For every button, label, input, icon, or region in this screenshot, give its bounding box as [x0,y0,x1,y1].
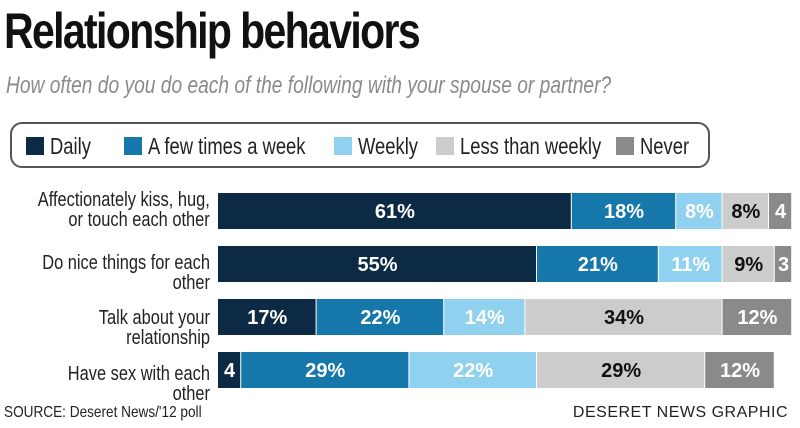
bar-value-label-never-row-1: 4 [775,201,787,223]
bar-segment-less-than-weekly-row-1 [722,193,768,229]
legend-swatch-weekly [334,137,352,155]
bar-value-label-less-than-weekly-row-1: 8% [731,201,760,223]
legend-swatch-less-than-weekly [436,137,454,155]
bar-value-label-daily-row-4: 4 [224,360,236,382]
bar-value-label-few-times-week-row-4: 29% [305,360,345,382]
bar-segment-weekly-row-2 [658,246,722,282]
bar-value-label-daily-row-1: 61% [375,201,415,223]
bar-segment-few-times-week-row-2 [537,246,658,282]
source-note: SOURCE: Deseret News/'12 poll [4,404,202,421]
category-label-sex: Have sex with each other [67,363,210,405]
legend-label-daily: Daily [50,133,91,159]
bar-segment-weekly-row-4 [409,352,536,388]
bar-segment-weekly-row-1 [676,193,722,229]
bar-value-label-weekly-row-3: 14% [465,307,505,329]
legend-label-weekly: Weekly [358,133,418,159]
bar-segment-less-than-weekly-row-4 [537,352,705,388]
bar-segment-never-row-3 [722,299,792,335]
bar-segment-daily-row-1 [218,193,571,229]
bar-segment-never-row-1 [769,193,792,229]
bar-value-label-weekly-row-4: 22% [453,360,493,382]
bar-segment-never-row-2 [774,246,792,282]
bar-value-label-daily-row-3: 17% [247,307,287,329]
bar-value-label-few-times-week-row-2: 21% [578,254,618,276]
bar-value-label-daily-row-2: 55% [357,254,397,276]
chart-title: Relationship behaviors [4,3,421,59]
bar-value-label-weekly-row-1: 8% [685,201,714,223]
category-label-kiss-hug: Affectionately kiss, hug, or touch each … [38,189,210,231]
bar-value-label-never-row-4: 12% [720,360,760,382]
bar-segment-less-than-weekly-row-3 [525,299,722,335]
bar-value-label-few-times-week-row-3: 22% [360,307,400,329]
bar-value-label-less-than-weekly-row-3: 34% [604,307,644,329]
category-label-nice-things: Do nice things for each other [42,252,210,294]
chart-subtitle: How often do you do each of the followin… [6,72,612,99]
legend-swatch-daily [26,137,44,155]
bar-segment-daily-row-3 [218,299,316,335]
bar-segment-weekly-row-3 [444,299,525,335]
bar-value-label-never-row-2: 3 [778,254,789,276]
bar-value-label-less-than-weekly-row-4: 29% [601,360,641,382]
bar-value-label-few-times-week-row-1: 18% [604,201,644,223]
legend: Daily A few times a week Weekly Less tha… [10,122,710,168]
legend-swatch-few-times-week [124,137,142,155]
legend-label-few-times-week: A few times a week [148,133,306,159]
bar-segment-daily-row-2 [218,246,536,282]
legend-swatch-never [616,137,634,155]
bar-value-label-never-row-3: 12% [737,307,777,329]
legend-label-less-than-weekly: Less than weekly [460,133,602,159]
bar-segment-less-than-weekly-row-2 [722,246,774,282]
bar-segment-few-times-week-row-1 [571,193,676,229]
bar-value-label-less-than-weekly-row-2: 9% [734,254,763,276]
bar-segment-never-row-4 [705,352,774,388]
bar-segment-daily-row-4 [218,352,241,388]
bar-value-label-weekly-row-2: 11% [671,254,710,276]
category-label-talk: Talk about your relationship [98,307,210,349]
bar-segment-few-times-week-row-4 [241,352,409,388]
graphic-credit: DESERET NEWS GRAPHIC [572,404,788,421]
bar-segment-few-times-week-row-3 [316,299,444,335]
legend-label-never: Never [640,133,690,159]
